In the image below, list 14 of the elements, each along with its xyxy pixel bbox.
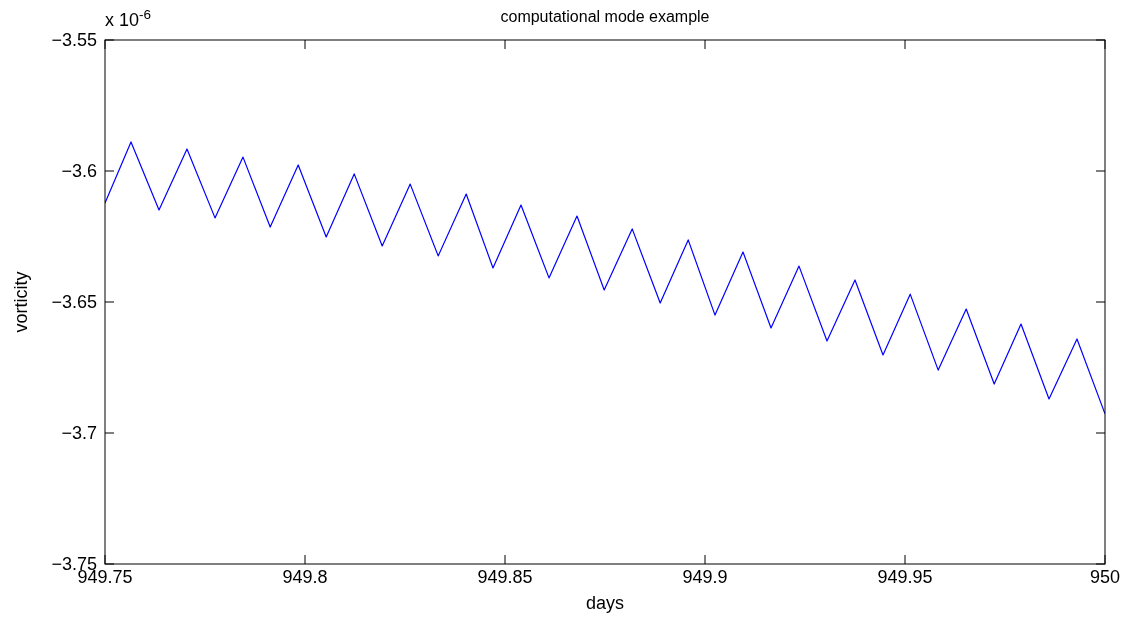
x-tick-label: 949.85: [477, 567, 533, 587]
y-tick-label: −3.6: [61, 161, 97, 181]
line-series: [105, 141, 1105, 415]
y-tick-label: −3.55: [51, 30, 97, 50]
x-tick-label: 949.8: [282, 567, 328, 587]
x-axis-title: days: [585, 593, 625, 613]
text: x 10$^{-6}$: [105, 6, 152, 30]
x-tick-label: 950: [1089, 567, 1121, 587]
y-tick-label: −3.65: [51, 292, 97, 312]
x-tick-label: 949.95: [877, 567, 933, 587]
y-axis-title: vorticity: [11, 271, 31, 333]
y-tick-label: −3.7: [61, 423, 97, 443]
chart-title: computational mode example: [500, 8, 710, 25]
x-tick-label: 949.9: [682, 567, 728, 587]
